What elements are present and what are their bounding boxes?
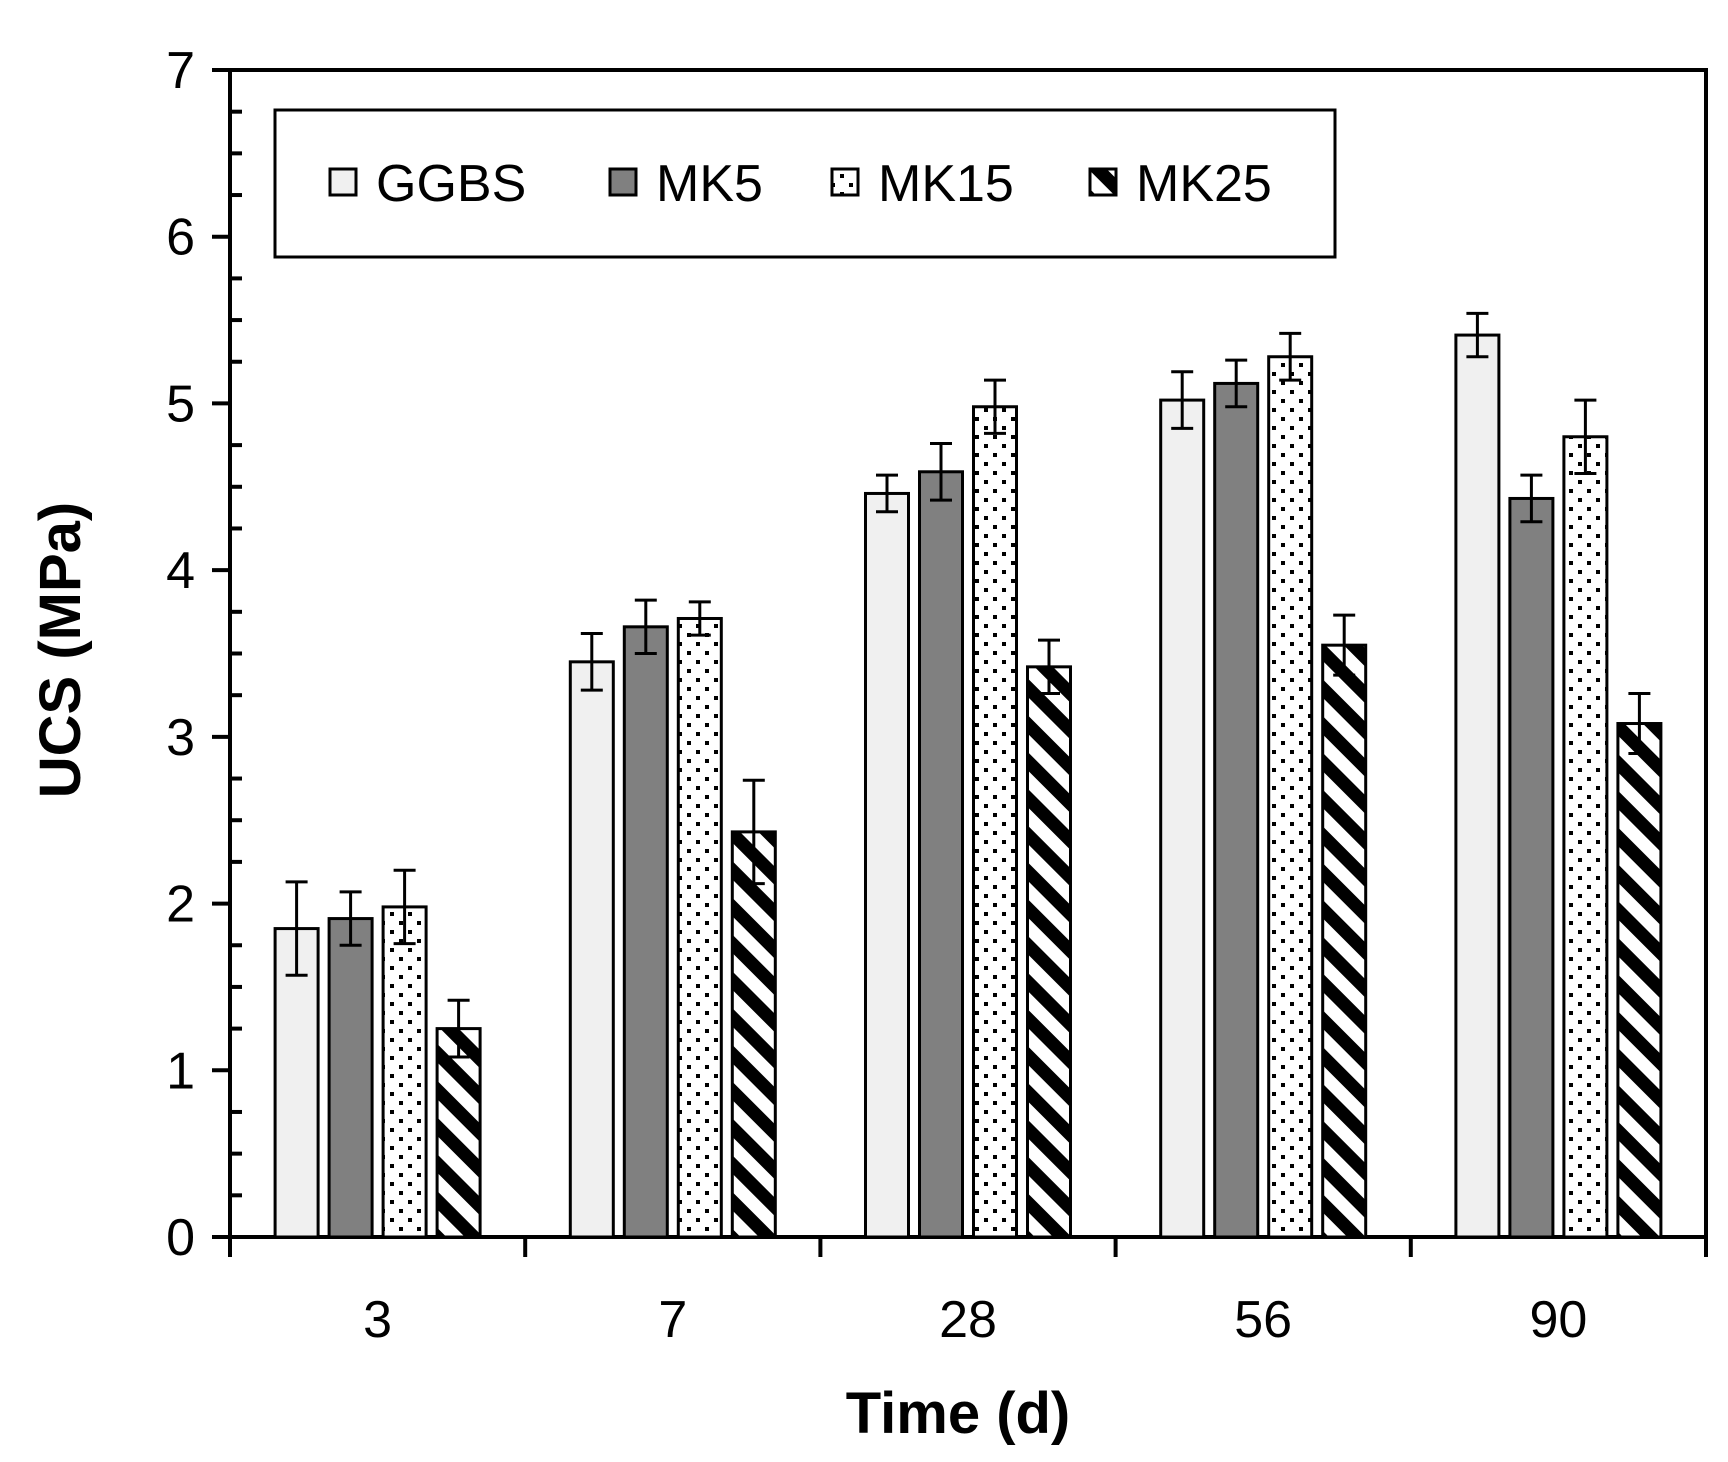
y-axis-title: UCS (MPa) [28,502,93,798]
legend-swatch [328,167,358,197]
bar-ggbs-56 [1159,398,1206,1239]
legend-swatch [608,167,638,197]
y-tick-label: 5 [166,375,195,433]
bar-mk5-7 [622,625,669,1239]
error-bar-mk25-56 [1333,613,1356,677]
x-axis-title: Time (d) [846,1381,1071,1446]
legend-label: MK25 [1136,155,1272,213]
error-bar-mk15-28 [984,378,1006,435]
error-bar-mk5-56 [1225,358,1248,409]
bar-ggbs-3 [273,927,320,1239]
error-bar-ggbs-90 [1466,311,1489,359]
bar-mk5-3 [327,917,374,1239]
bar-mk15-56 [1267,355,1314,1239]
bar-mk15-3 [381,905,428,1239]
legend-item-mk5: MK5 [608,155,763,213]
error-bar-ggbs-3 [285,880,308,977]
y-tick-label: 7 [166,42,195,100]
bar-mk25-3 [435,1027,482,1239]
y-tick-label: 6 [166,209,195,267]
error-bar-mk15-56 [1279,331,1302,382]
error-bar-mk15-7 [688,600,711,637]
error-bar-mk5-28 [930,441,952,502]
error-bar-ggbs-7 [580,631,603,692]
error-bar-mk25-90 [1628,692,1651,756]
legend-label: MK15 [878,155,1014,213]
y-tick-label: 0 [166,1209,195,1267]
legend-label: MK5 [656,155,763,213]
legend-label: GGBS [376,155,526,213]
error-bar-mk5-3 [339,890,362,947]
error-bar-mk5-90 [1520,473,1543,524]
x-tick-label: 90 [1529,1291,1587,1349]
bar-mk25-56 [1321,643,1368,1239]
error-bar-mk15-90 [1574,398,1597,475]
legend: GGBS MK5 MK15 MK25 [273,108,1337,259]
bar-mk15-28 [972,405,1018,1239]
legend-swatch [1088,167,1118,197]
legend-box [273,108,1337,259]
error-bar-mk25-7 [742,778,765,886]
bars [273,333,1663,1239]
bar-mk25-90 [1616,722,1663,1239]
bar-mk25-7 [730,830,777,1239]
error-bar-ggbs-28 [876,473,898,514]
error-bar-mk25-28 [1038,638,1060,696]
y-tick-label: 1 [166,1042,195,1100]
error-bar-ggbs-56 [1171,370,1194,430]
error-bar-mk15-3 [393,868,416,946]
x-tick-label: 28 [939,1291,997,1349]
legend-item-mk15: MK15 [830,155,1014,213]
error-bar-mk5-7 [634,598,657,655]
bar-mk5-56 [1213,381,1260,1239]
bar-ggbs-28 [864,491,910,1239]
y-tick-label: 2 [166,876,195,934]
error-bars [285,311,1651,1059]
bar-mk25-28 [1026,665,1072,1239]
bar-mk15-90 [1562,435,1609,1239]
bar-ggbs-7 [568,660,615,1239]
y-tick-label: 3 [166,709,195,767]
bar-mk15-7 [676,616,723,1239]
x-tick-label: 56 [1234,1291,1292,1349]
legend-swatch [830,167,860,197]
x-tick-label: 7 [658,1291,687,1349]
bar-mk5-90 [1508,496,1555,1239]
error-bar-mk25-3 [447,998,470,1059]
legend-item-ggbs: GGBS [328,155,526,213]
x-tick-label: 3 [363,1291,392,1349]
bar-mk5-28 [918,470,964,1239]
y-tick-label: 4 [166,542,195,600]
legend-item-mk25: MK25 [1088,155,1272,213]
axes [212,68,1708,1257]
bar-ggbs-90 [1454,333,1501,1239]
